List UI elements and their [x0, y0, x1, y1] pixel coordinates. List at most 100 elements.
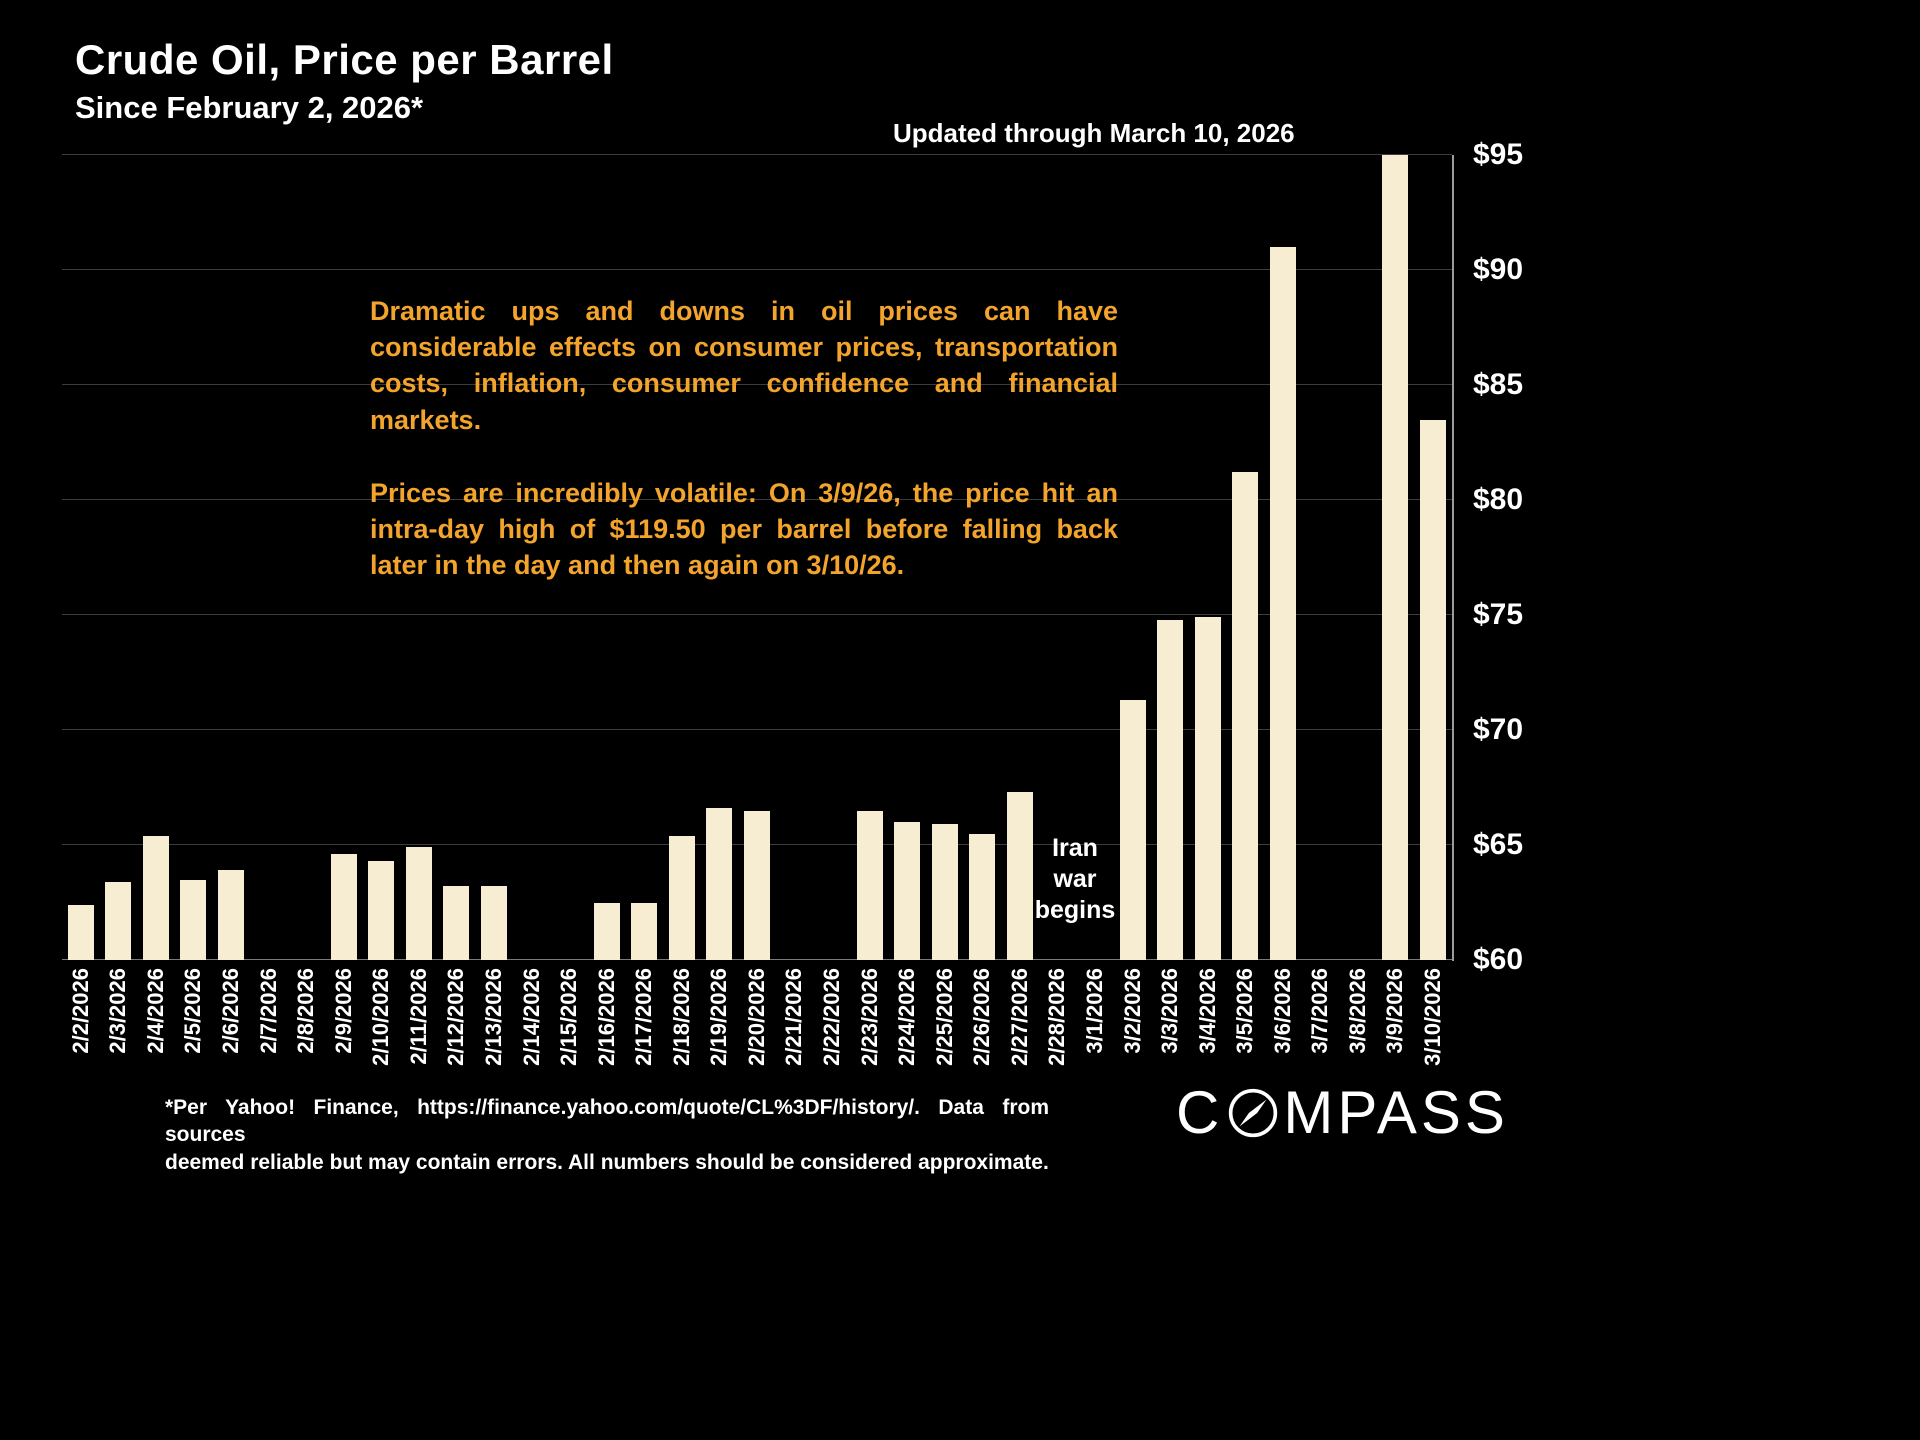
x-axis-slot: 2/20/2026	[738, 968, 776, 1093]
bar	[443, 886, 470, 960]
y-axis-tick-label: $65	[1473, 828, 1524, 861]
x-axis-tick-label: 3/6/2026	[1269, 968, 1295, 1054]
x-axis-tick-label: 2/7/2026	[255, 968, 281, 1054]
x-axis-tick-label: 3/1/2026	[1081, 968, 1107, 1054]
source-footnote: *Per Yahoo! Finance, https://finance.yah…	[165, 1094, 1049, 1176]
bar	[969, 833, 996, 960]
logo-text-c: C	[1176, 1079, 1224, 1146]
chart-plot-area	[62, 154, 1452, 960]
x-axis-slot: 2/6/2026	[212, 968, 250, 1093]
x-axis-slot: 3/4/2026	[1189, 968, 1227, 1093]
x-axis-tick-label: 3/10/2026	[1420, 968, 1446, 1066]
bar	[1119, 700, 1146, 960]
y-axis-tick-label: $95	[1473, 138, 1524, 171]
x-axis-tick-label: 2/13/2026	[480, 968, 506, 1066]
x-axis-slot: 2/16/2026	[588, 968, 626, 1093]
x-axis-slot: 2/7/2026	[250, 968, 288, 1093]
bar	[480, 886, 507, 960]
bar-slot	[287, 155, 325, 960]
bar-slot	[701, 155, 739, 960]
commentary-paragraph-2: Prices are incredibly volatile: On 3/9/2…	[370, 477, 1118, 581]
y-axis-labels: $60 $65 $70 $75 $80 $85 $90 $95	[1473, 138, 1573, 976]
commentary-text-block: Dramatic ups and downs in oil prices can…	[370, 293, 1118, 583]
x-axis-slot: 2/22/2026	[813, 968, 851, 1093]
y-axis-tick-label: $70	[1473, 713, 1524, 746]
x-axis-slot: 2/28/2026	[1039, 968, 1077, 1093]
x-axis-slot: 2/23/2026	[851, 968, 889, 1093]
bar-slot	[625, 155, 663, 960]
x-axis-slot: 2/10/2026	[363, 968, 401, 1093]
x-axis-slot: 3/1/2026	[1076, 968, 1114, 1093]
x-axis-slot: 2/18/2026	[663, 968, 701, 1093]
bar	[593, 902, 620, 960]
x-axis-tick-label: 3/3/2026	[1157, 968, 1183, 1054]
x-axis-tick-label: 2/21/2026	[781, 968, 807, 1066]
x-axis-slot: 2/26/2026	[964, 968, 1002, 1093]
x-axis-tick-label: 3/8/2026	[1344, 968, 1370, 1054]
annotation-line: Iran	[1052, 834, 1098, 862]
x-axis-tick-label: 2/9/2026	[330, 968, 356, 1054]
x-axis-slot: 2/9/2026	[325, 968, 363, 1093]
x-axis-tick-label: 2/22/2026	[819, 968, 845, 1066]
page-title: Crude Oil, Price per Barrel	[75, 36, 614, 83]
y-axis-tick-label: $80	[1473, 483, 1524, 516]
bar-slot	[475, 155, 513, 960]
x-axis-tick-label: 2/19/2026	[706, 968, 732, 1066]
bar	[743, 810, 770, 960]
footnote-line: *Per Yahoo! Finance, https://finance.yah…	[165, 1096, 1049, 1147]
bar	[405, 847, 432, 960]
bar	[1420, 419, 1447, 960]
bar-slot	[1151, 155, 1189, 960]
bar	[105, 881, 132, 960]
logo-text-mpass: MPASS	[1283, 1079, 1509, 1146]
commentary-paragraph-1: Dramatic ups and downs in oil prices can…	[370, 296, 1118, 435]
y-axis-tick-label: $60	[1473, 943, 1524, 976]
annotation-line: war	[1053, 865, 1097, 893]
x-axis-tick-label: 3/5/2026	[1232, 968, 1258, 1054]
bar-slot	[1414, 155, 1452, 960]
x-axis-slot: 2/8/2026	[287, 968, 325, 1093]
iran-war-annotation: Iran war begins	[1015, 833, 1135, 926]
x-axis-slot: 2/4/2026	[137, 968, 175, 1093]
x-axis-slot: 2/13/2026	[475, 968, 513, 1093]
x-axis-slot: 2/3/2026	[100, 968, 138, 1093]
bar-slot	[250, 155, 288, 960]
x-axis-tick-label: 2/3/2026	[105, 968, 131, 1054]
x-axis-slot: 3/2/2026	[1114, 968, 1152, 1093]
gridline	[62, 499, 1452, 500]
bar-slot	[1001, 155, 1039, 960]
bar-slot	[363, 155, 401, 960]
bar-series	[62, 155, 1452, 960]
bar-slot	[1189, 155, 1227, 960]
x-axis-tick-label: 2/12/2026	[443, 968, 469, 1066]
bar-slot	[1339, 155, 1377, 960]
x-axis-tick-label: 2/15/2026	[556, 968, 582, 1066]
footnote-line: deemed reliable but may contain errors. …	[165, 1150, 1049, 1174]
bar-slot	[175, 155, 213, 960]
x-axis-slot: 2/21/2026	[776, 968, 814, 1093]
x-axis-slot: 3/5/2026	[1226, 968, 1264, 1093]
bar	[1269, 247, 1296, 960]
bar	[1157, 619, 1184, 960]
bar-slot	[137, 155, 175, 960]
bar-slot	[851, 155, 889, 960]
y-axis-tick-label: $75	[1473, 598, 1524, 631]
y-axis-tick-label: $85	[1473, 368, 1524, 401]
bar	[1006, 792, 1033, 960]
x-axis-slot: 2/14/2026	[513, 968, 551, 1093]
bar	[330, 854, 357, 960]
bar	[1194, 617, 1221, 960]
bar-slot	[62, 155, 100, 960]
annotation-line: begins	[1034, 896, 1116, 924]
x-axis-tick-label: 2/5/2026	[180, 968, 206, 1054]
updated-through-label: Updated through March 10, 2026	[893, 118, 1295, 148]
bar	[368, 861, 395, 960]
gridline	[62, 729, 1452, 730]
bar	[1382, 155, 1409, 960]
bar-slot	[325, 155, 363, 960]
x-axis-slot: 3/7/2026	[1302, 968, 1340, 1093]
x-axis-tick-label: 2/17/2026	[631, 968, 657, 1066]
bar	[631, 902, 658, 960]
x-axis-tick-label: 2/20/2026	[743, 968, 769, 1066]
bar-slot	[1226, 155, 1264, 960]
